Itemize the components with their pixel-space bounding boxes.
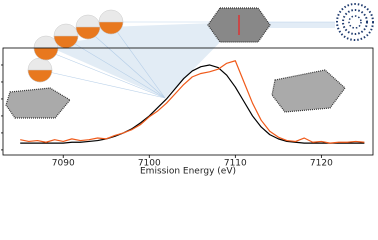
x-tick-label: 7090 xyxy=(52,159,75,169)
x-tick-label: 7110 xyxy=(224,159,247,169)
x-tick-label: 7100 xyxy=(138,159,161,169)
plot-frame xyxy=(2,47,374,156)
x-axis-label: Emission Energy (eV) xyxy=(140,167,236,177)
line-series xyxy=(20,60,365,144)
line-series xyxy=(20,64,365,144)
chart: Emission Energy (eV) 7090 7100 7110 7120 xyxy=(1,3,374,177)
decoration xyxy=(5,3,374,119)
x-tick-label: 7120 xyxy=(310,159,333,169)
